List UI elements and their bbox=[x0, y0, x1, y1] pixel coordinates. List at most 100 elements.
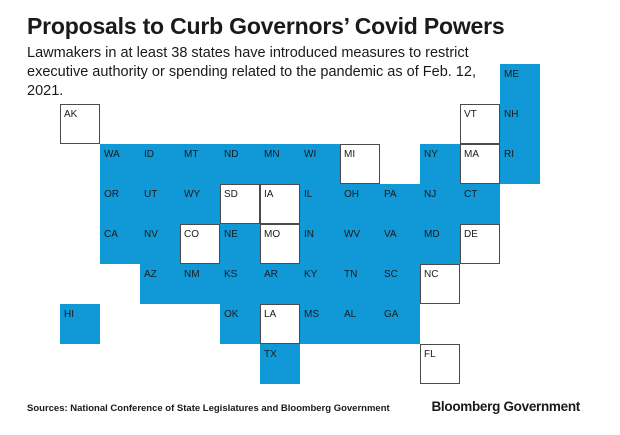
state-label: NJ bbox=[424, 189, 436, 200]
state-tile-ks: KS bbox=[220, 264, 260, 304]
state-label: PA bbox=[384, 189, 397, 200]
state-label: AZ bbox=[144, 269, 157, 280]
state-tile-rect bbox=[460, 144, 500, 184]
state-label: DE bbox=[464, 229, 478, 240]
state-tile-az: AZ bbox=[140, 264, 180, 304]
state-tile-tx: TX bbox=[260, 344, 300, 384]
state-label: KS bbox=[224, 269, 238, 280]
state-tile-rect bbox=[180, 224, 220, 264]
state-tile-ny: NY bbox=[420, 144, 460, 184]
state-label: TN bbox=[344, 269, 357, 280]
state-tile-rect bbox=[260, 144, 300, 184]
state-tile-rect bbox=[100, 144, 140, 184]
state-tile-nm: NM bbox=[180, 264, 220, 304]
state-tile-rect bbox=[340, 264, 380, 304]
state-label: CA bbox=[104, 229, 118, 240]
state-label: SD bbox=[224, 189, 238, 200]
state-label: IN bbox=[304, 229, 314, 240]
state-tile-vt: VT bbox=[460, 104, 500, 144]
state-tile-ms: MS bbox=[300, 304, 340, 344]
state-tile-oh: OH bbox=[340, 184, 380, 224]
state-tile-ia: IA bbox=[260, 184, 300, 224]
state-label: AL bbox=[344, 309, 357, 320]
state-label: KY bbox=[304, 269, 318, 280]
state-label: NY bbox=[424, 149, 438, 160]
state-tile-rect bbox=[460, 184, 500, 224]
state-tile-mo: MO bbox=[260, 224, 300, 264]
state-tile-rect bbox=[60, 304, 100, 344]
state-tile-ok: OK bbox=[220, 304, 260, 344]
state-tile-rect bbox=[300, 144, 340, 184]
state-tile-ct: CT bbox=[460, 184, 500, 224]
chart-subtitle: Lawmakers in at least 38 states have int… bbox=[27, 45, 476, 99]
state-label: CT bbox=[464, 189, 477, 200]
state-label: NM bbox=[184, 269, 200, 280]
state-tile-hi: HI bbox=[60, 304, 100, 344]
state-label: NV bbox=[144, 229, 158, 240]
state-tile-rect bbox=[220, 144, 260, 184]
state-label: TX bbox=[264, 349, 277, 360]
state-label: MT bbox=[184, 149, 198, 160]
state-tile-de: DE bbox=[460, 224, 500, 264]
state-tile-pa: PA bbox=[380, 184, 420, 224]
state-tile-rect bbox=[260, 184, 300, 224]
state-tile-md: MD bbox=[420, 224, 460, 264]
state-tile-rect bbox=[60, 104, 100, 144]
state-tile-rect bbox=[100, 184, 140, 224]
state-tile-rect bbox=[180, 264, 220, 304]
state-label: WV bbox=[344, 229, 360, 240]
state-label: OK bbox=[224, 309, 239, 320]
state-label: OR bbox=[104, 189, 119, 200]
state-tile-rect bbox=[220, 264, 260, 304]
state-tile-sc: SC bbox=[380, 264, 420, 304]
state-label: IL bbox=[304, 189, 313, 200]
state-tile-rect bbox=[260, 224, 300, 264]
state-tile-rect bbox=[340, 184, 380, 224]
state-tile-il: IL bbox=[300, 184, 340, 224]
state-tile-rect bbox=[340, 304, 380, 344]
state-label: ND bbox=[224, 149, 238, 160]
state-tile-rect bbox=[300, 224, 340, 264]
state-tile-id: ID bbox=[140, 144, 180, 184]
state-label: ID bbox=[144, 149, 154, 160]
state-tile-mn: MN bbox=[260, 144, 300, 184]
state-tile-rect bbox=[420, 184, 460, 224]
state-tile-tn: TN bbox=[340, 264, 380, 304]
state-tile-sd: SD bbox=[220, 184, 260, 224]
state-tile-rect bbox=[260, 344, 300, 384]
state-tile-nv: NV bbox=[140, 224, 180, 264]
state-tile-mt: MT bbox=[180, 144, 220, 184]
state-label: OH bbox=[344, 189, 359, 200]
state-tile-me: ME bbox=[500, 64, 540, 104]
state-tile-rect bbox=[100, 224, 140, 264]
state-tile-wa: WA bbox=[100, 144, 140, 184]
state-tile-va: VA bbox=[380, 224, 420, 264]
state-label: WA bbox=[104, 149, 120, 160]
state-tile-rect bbox=[460, 224, 500, 264]
state-label: MS bbox=[304, 309, 319, 320]
state-label: WY bbox=[184, 189, 200, 200]
state-tile-rect bbox=[500, 64, 540, 104]
state-label: ME bbox=[504, 69, 519, 80]
state-label: MI bbox=[344, 149, 355, 160]
state-tile-rect bbox=[300, 184, 340, 224]
state-tile-rect bbox=[340, 144, 380, 184]
state-tile-rect bbox=[420, 344, 460, 384]
state-tile-rect bbox=[380, 264, 420, 304]
state-label: GA bbox=[384, 309, 399, 320]
state-label: HI bbox=[64, 309, 74, 320]
state-tile-nh: NH bbox=[500, 104, 540, 144]
state-tile-rect bbox=[380, 224, 420, 264]
state-tile-rect bbox=[140, 224, 180, 264]
state-tile-ak: AK bbox=[60, 104, 100, 144]
state-tile-rect bbox=[420, 144, 460, 184]
state-tile-rect bbox=[140, 144, 180, 184]
state-tile-rect bbox=[180, 144, 220, 184]
state-tile-or: OR bbox=[100, 184, 140, 224]
state-tile-rect bbox=[220, 304, 260, 344]
state-tile-rect bbox=[340, 224, 380, 264]
state-tile-rect bbox=[220, 184, 260, 224]
state-tile-ca: CA bbox=[100, 224, 140, 264]
state-tile-rect bbox=[140, 184, 180, 224]
